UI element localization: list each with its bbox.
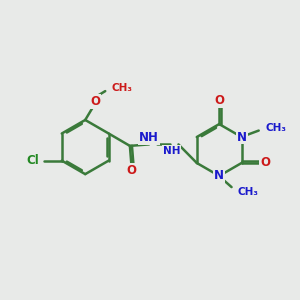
Text: O: O	[260, 157, 270, 169]
Text: NH: NH	[139, 131, 159, 144]
Text: CH₃: CH₃	[111, 83, 132, 93]
Text: NH: NH	[163, 146, 180, 156]
Text: Cl: Cl	[26, 154, 39, 167]
Text: O: O	[126, 164, 136, 177]
Text: O: O	[91, 95, 100, 108]
Text: N: N	[237, 130, 247, 143]
Text: O: O	[214, 94, 224, 107]
Text: CH₃: CH₃	[265, 123, 286, 133]
Text: N: N	[214, 169, 224, 182]
Text: CH₃: CH₃	[238, 187, 259, 196]
